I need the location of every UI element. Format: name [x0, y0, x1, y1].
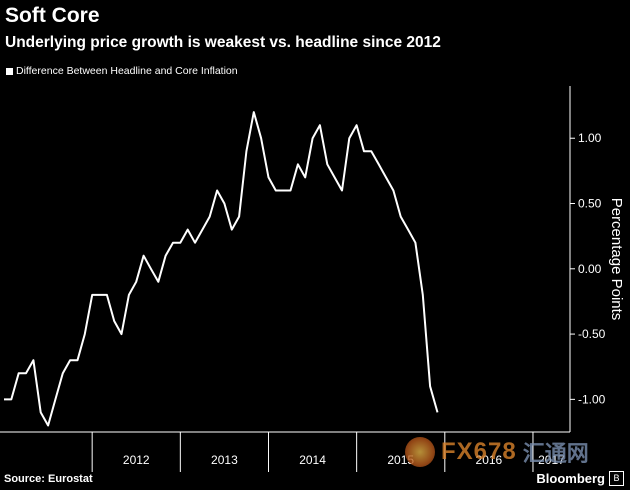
chart-title: Soft Core — [5, 4, 100, 27]
x-tick-label: 2014 — [299, 453, 326, 467]
x-tick-label: 2012 — [123, 453, 150, 467]
source-note: Source: Eurostat — [4, 473, 93, 485]
legend: Difference Between Headline and Core Inf… — [6, 65, 238, 77]
y-tick-label: -1.00 — [578, 392, 606, 406]
legend-label: Difference Between Headline and Core Inf… — [16, 65, 238, 77]
y-tick-label: 0.00 — [578, 262, 602, 276]
x-tick-label: 2017 — [538, 453, 565, 467]
watermark: FX678 汇通网 — [405, 436, 589, 468]
watermark-text: FX678 — [441, 438, 517, 465]
y-axis-label: Percentage Points — [608, 198, 625, 321]
y-tick-label: -0.50 — [578, 327, 606, 341]
y-tick-label: 0.50 — [578, 197, 602, 211]
x-tick-label: 2016 — [476, 453, 503, 467]
brand: Bloomberg B — [536, 471, 624, 486]
series-line — [4, 111, 439, 427]
y-tick-label: 1.00 — [578, 131, 602, 145]
watermark-logo-icon — [405, 437, 435, 467]
legend-swatch — [6, 67, 13, 75]
brand-text: Bloomberg — [536, 471, 605, 486]
watermark-text-cn: 汇通网 — [522, 441, 589, 466]
x-tick-label: 2013 — [211, 453, 238, 467]
chart-subtitle: Underlying price growth is weakest vs. h… — [5, 34, 441, 51]
brand-logo-icon: B — [609, 471, 624, 486]
